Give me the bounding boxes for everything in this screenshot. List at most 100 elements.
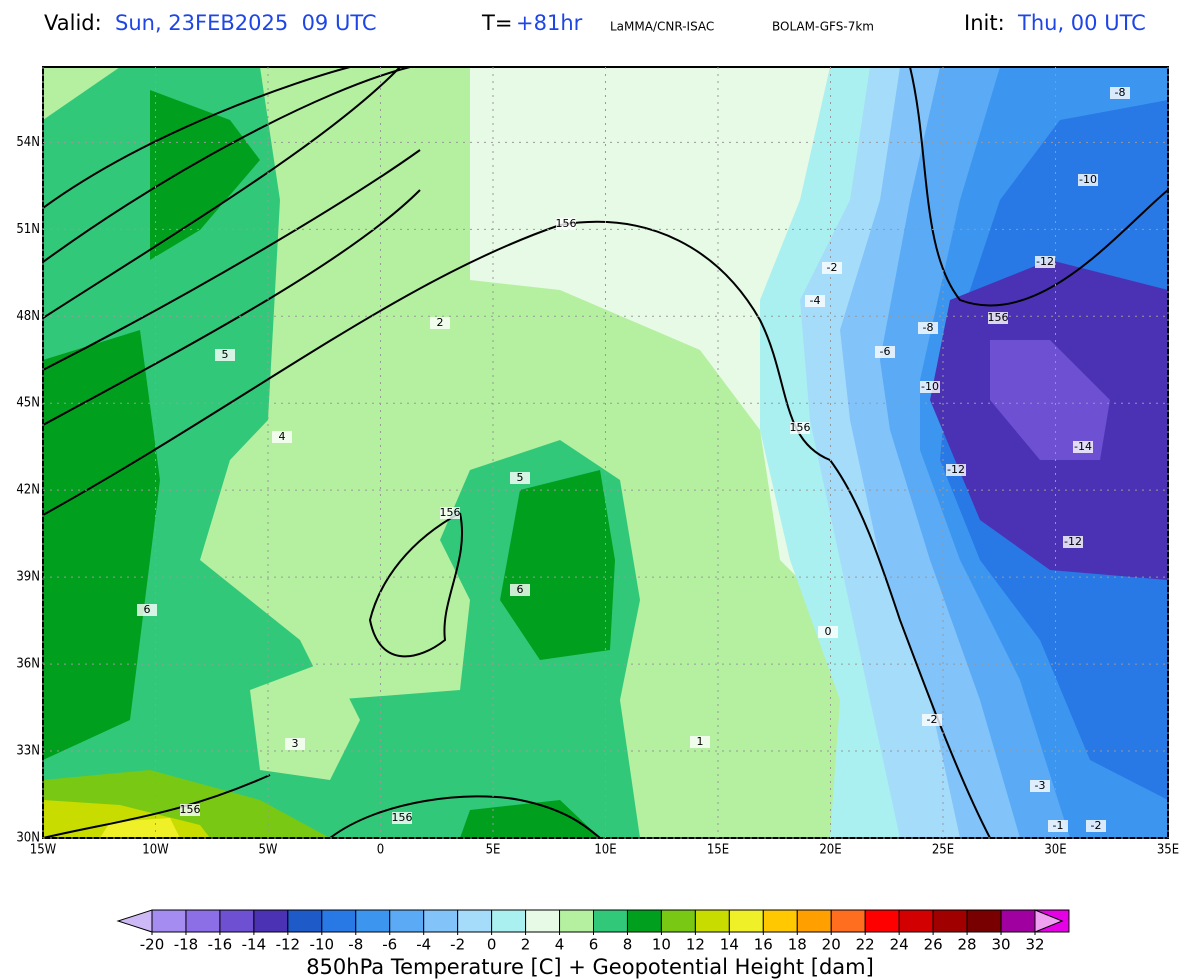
contour-label-bg	[690, 736, 710, 748]
colorbar-tick-label: 0	[487, 936, 497, 954]
colorbar-bin	[457, 909, 493, 933]
contour-label: 4	[279, 430, 286, 443]
contour-label-bg	[988, 312, 1008, 324]
contour-label: -12	[1036, 255, 1054, 268]
colorbar-tick-label: -18	[174, 936, 199, 954]
contour-label: -3	[1035, 779, 1046, 792]
colorbar-bin	[694, 909, 730, 933]
colorbar-tick-label: 28	[958, 936, 977, 954]
contour-label: 156	[790, 421, 811, 434]
contour-label: 156	[556, 217, 577, 230]
contour-label: -2	[827, 261, 838, 274]
init-label: Init:	[964, 11, 1005, 35]
colorbar-bin	[253, 909, 289, 933]
contour-label-bg	[818, 626, 838, 638]
lon-tick-label: 5E	[486, 843, 501, 858]
colorbar-bin	[389, 909, 425, 933]
contour-label-bg	[1078, 174, 1098, 186]
contour-label-bg	[1063, 536, 1083, 548]
contour-label-bg	[946, 464, 966, 476]
colorbar-tick-label: 6	[589, 936, 599, 954]
colorbar-tick-label: -8	[348, 936, 363, 954]
contour-label: 0	[825, 625, 832, 638]
colorbar-tick-label: -10	[310, 936, 335, 954]
contour-label-bg	[805, 295, 825, 307]
contour-label: -14	[1074, 440, 1092, 453]
contour-label-bg	[1086, 820, 1106, 832]
lon-tick-label: 5W	[258, 843, 277, 858]
contour-label: -1	[1053, 819, 1064, 832]
colorbar-tick-label: -6	[382, 936, 397, 954]
colorbar-tick-label: 10	[652, 936, 671, 954]
lat-tick-label: 51N	[16, 222, 40, 237]
contour-label: -6	[880, 345, 891, 358]
colorbar-tick-label: -20	[140, 936, 165, 954]
contour-label-bg	[285, 738, 305, 750]
contour-label-bg	[1073, 441, 1093, 453]
colorbar-arrow	[116, 909, 153, 933]
contour-label-bg	[922, 714, 942, 726]
colorbar-bin	[423, 909, 459, 933]
colorbar-bin	[830, 909, 866, 933]
contour-label-bg	[510, 472, 530, 484]
contour-label-bg	[510, 584, 530, 596]
contour-label-bg	[215, 349, 235, 361]
colorbar-bin	[898, 909, 934, 933]
colorbar-bin	[151, 909, 187, 933]
contour-label: 156	[392, 811, 413, 824]
contour-label: 3	[292, 737, 299, 750]
lat-tick-label: 48N	[16, 309, 40, 324]
contour-label: 5	[517, 471, 524, 484]
contour-label: -2	[1091, 819, 1102, 832]
colorbar-bin	[355, 909, 391, 933]
lead-time: +81hr	[516, 11, 583, 35]
colorbar-tick-label: 4	[555, 936, 565, 954]
colorbar-tick-label: 16	[754, 936, 773, 954]
contour-label-bg	[920, 381, 940, 393]
colorbar-tick-label: 32	[1025, 936, 1044, 954]
colorbar-tick-label: -2	[450, 936, 465, 954]
lon-tick-label: 10E	[594, 843, 616, 858]
valid-label: Valid:	[44, 11, 102, 35]
colorbar-bin	[593, 909, 628, 933]
colorbar-bin	[728, 909, 764, 933]
lon-tick-label: 25E	[932, 843, 954, 858]
contour-label-bg	[392, 812, 412, 824]
colorbar-tick-label: 18	[788, 936, 807, 954]
colorbar-bin	[321, 909, 357, 933]
contour-label-bg	[180, 804, 200, 816]
contour-label-bg	[1035, 256, 1055, 268]
contour-label-bg	[1048, 820, 1068, 832]
lat-tick-label: 30N	[16, 831, 40, 846]
contour-label-bg	[137, 604, 157, 616]
colorbar-bin	[525, 909, 561, 933]
colorbar-bin	[932, 909, 968, 933]
lon-tick-label: 0	[377, 843, 384, 858]
colorbar-bin	[762, 909, 798, 933]
lat-tick-label: 39N	[16, 570, 40, 585]
colorbar-tick-label: 8	[623, 936, 633, 954]
colorbar-bin	[491, 909, 527, 933]
contour-label-bg	[822, 262, 842, 274]
contour-label: -10	[921, 380, 939, 393]
lat-tick-label: 33N	[16, 744, 40, 759]
contour-label: -8	[923, 321, 934, 334]
lat-tick-label: 54N	[16, 135, 40, 150]
contour-label-bg	[556, 218, 576, 230]
contour-label-bg	[918, 322, 938, 334]
lon-tick-label: 15W	[30, 843, 57, 858]
contour-label: -12	[1064, 535, 1082, 548]
contour-label: -4	[810, 294, 821, 307]
colorbar-tick-label: -4	[416, 936, 431, 954]
contour-label: -12	[947, 463, 965, 476]
colorbar-tick-label: 20	[822, 936, 841, 954]
lon-tick-label: 35E	[1157, 843, 1179, 858]
contour-label: 5	[222, 348, 229, 361]
colorbar-tick-label: 12	[686, 936, 705, 954]
colorbar-arrow	[1034, 909, 1064, 933]
colorbar-bin	[660, 909, 696, 933]
colorbar-bin	[559, 909, 594, 933]
map-fields	[43, 67, 1168, 838]
lon-tick-label: 10W	[142, 843, 169, 858]
lon-tick-label: 15E	[707, 843, 729, 858]
